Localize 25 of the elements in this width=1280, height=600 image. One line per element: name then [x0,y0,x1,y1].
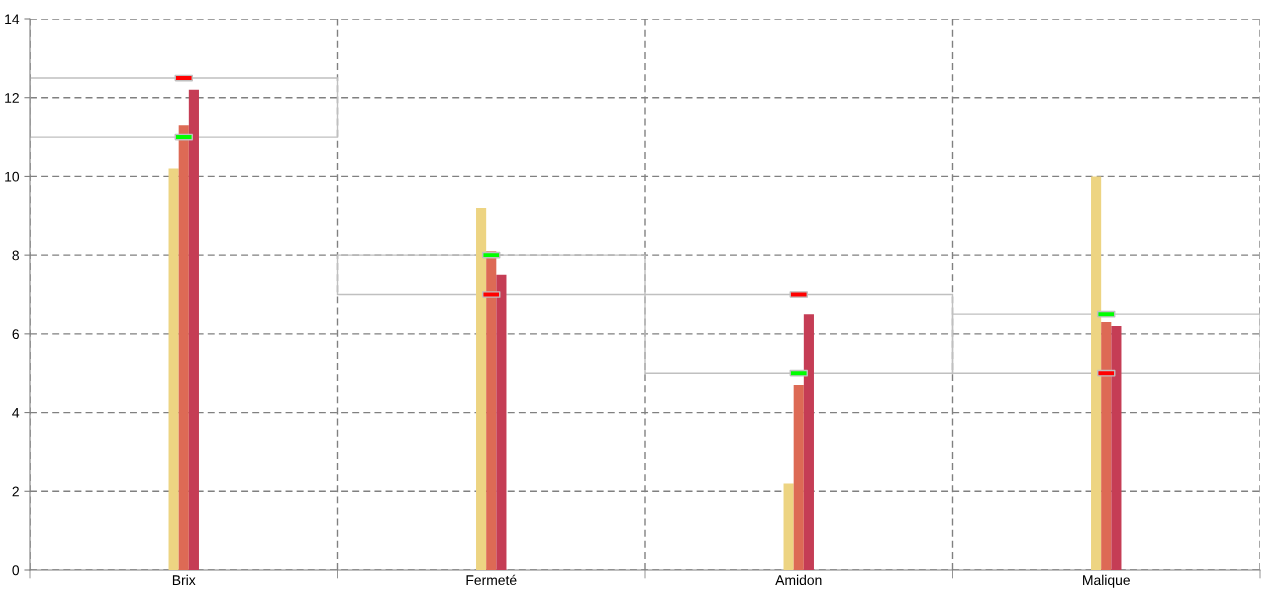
y-tick-label: 2 [12,486,19,497]
y-tick-label: 10 [5,171,20,182]
x-tick-label: Malique [1083,574,1130,588]
y-tick-label: 0 [12,565,20,576]
bar [476,207,487,570]
x-tick-label: Brix [172,574,196,585]
bar [178,125,189,570]
bar [30,77,339,138]
bar [783,483,794,570]
y-tick-label: 6 [12,329,19,340]
y-tick-label: 14 [5,14,20,25]
bar [496,274,507,570]
bar [1091,176,1102,570]
y-tick-label: 4 [12,408,20,418]
bar [486,251,497,570]
x-tick-label: Fermeté [466,574,517,586]
bar [168,168,179,570]
bar [793,385,804,570]
bar [803,314,814,570]
bar [1111,325,1122,570]
bar [188,89,199,570]
bar [1101,322,1112,570]
y-tick-label: 12 [5,93,19,103]
x-tick-label: Amidon [775,574,822,586]
y-tick-label: 8 [12,250,19,261]
